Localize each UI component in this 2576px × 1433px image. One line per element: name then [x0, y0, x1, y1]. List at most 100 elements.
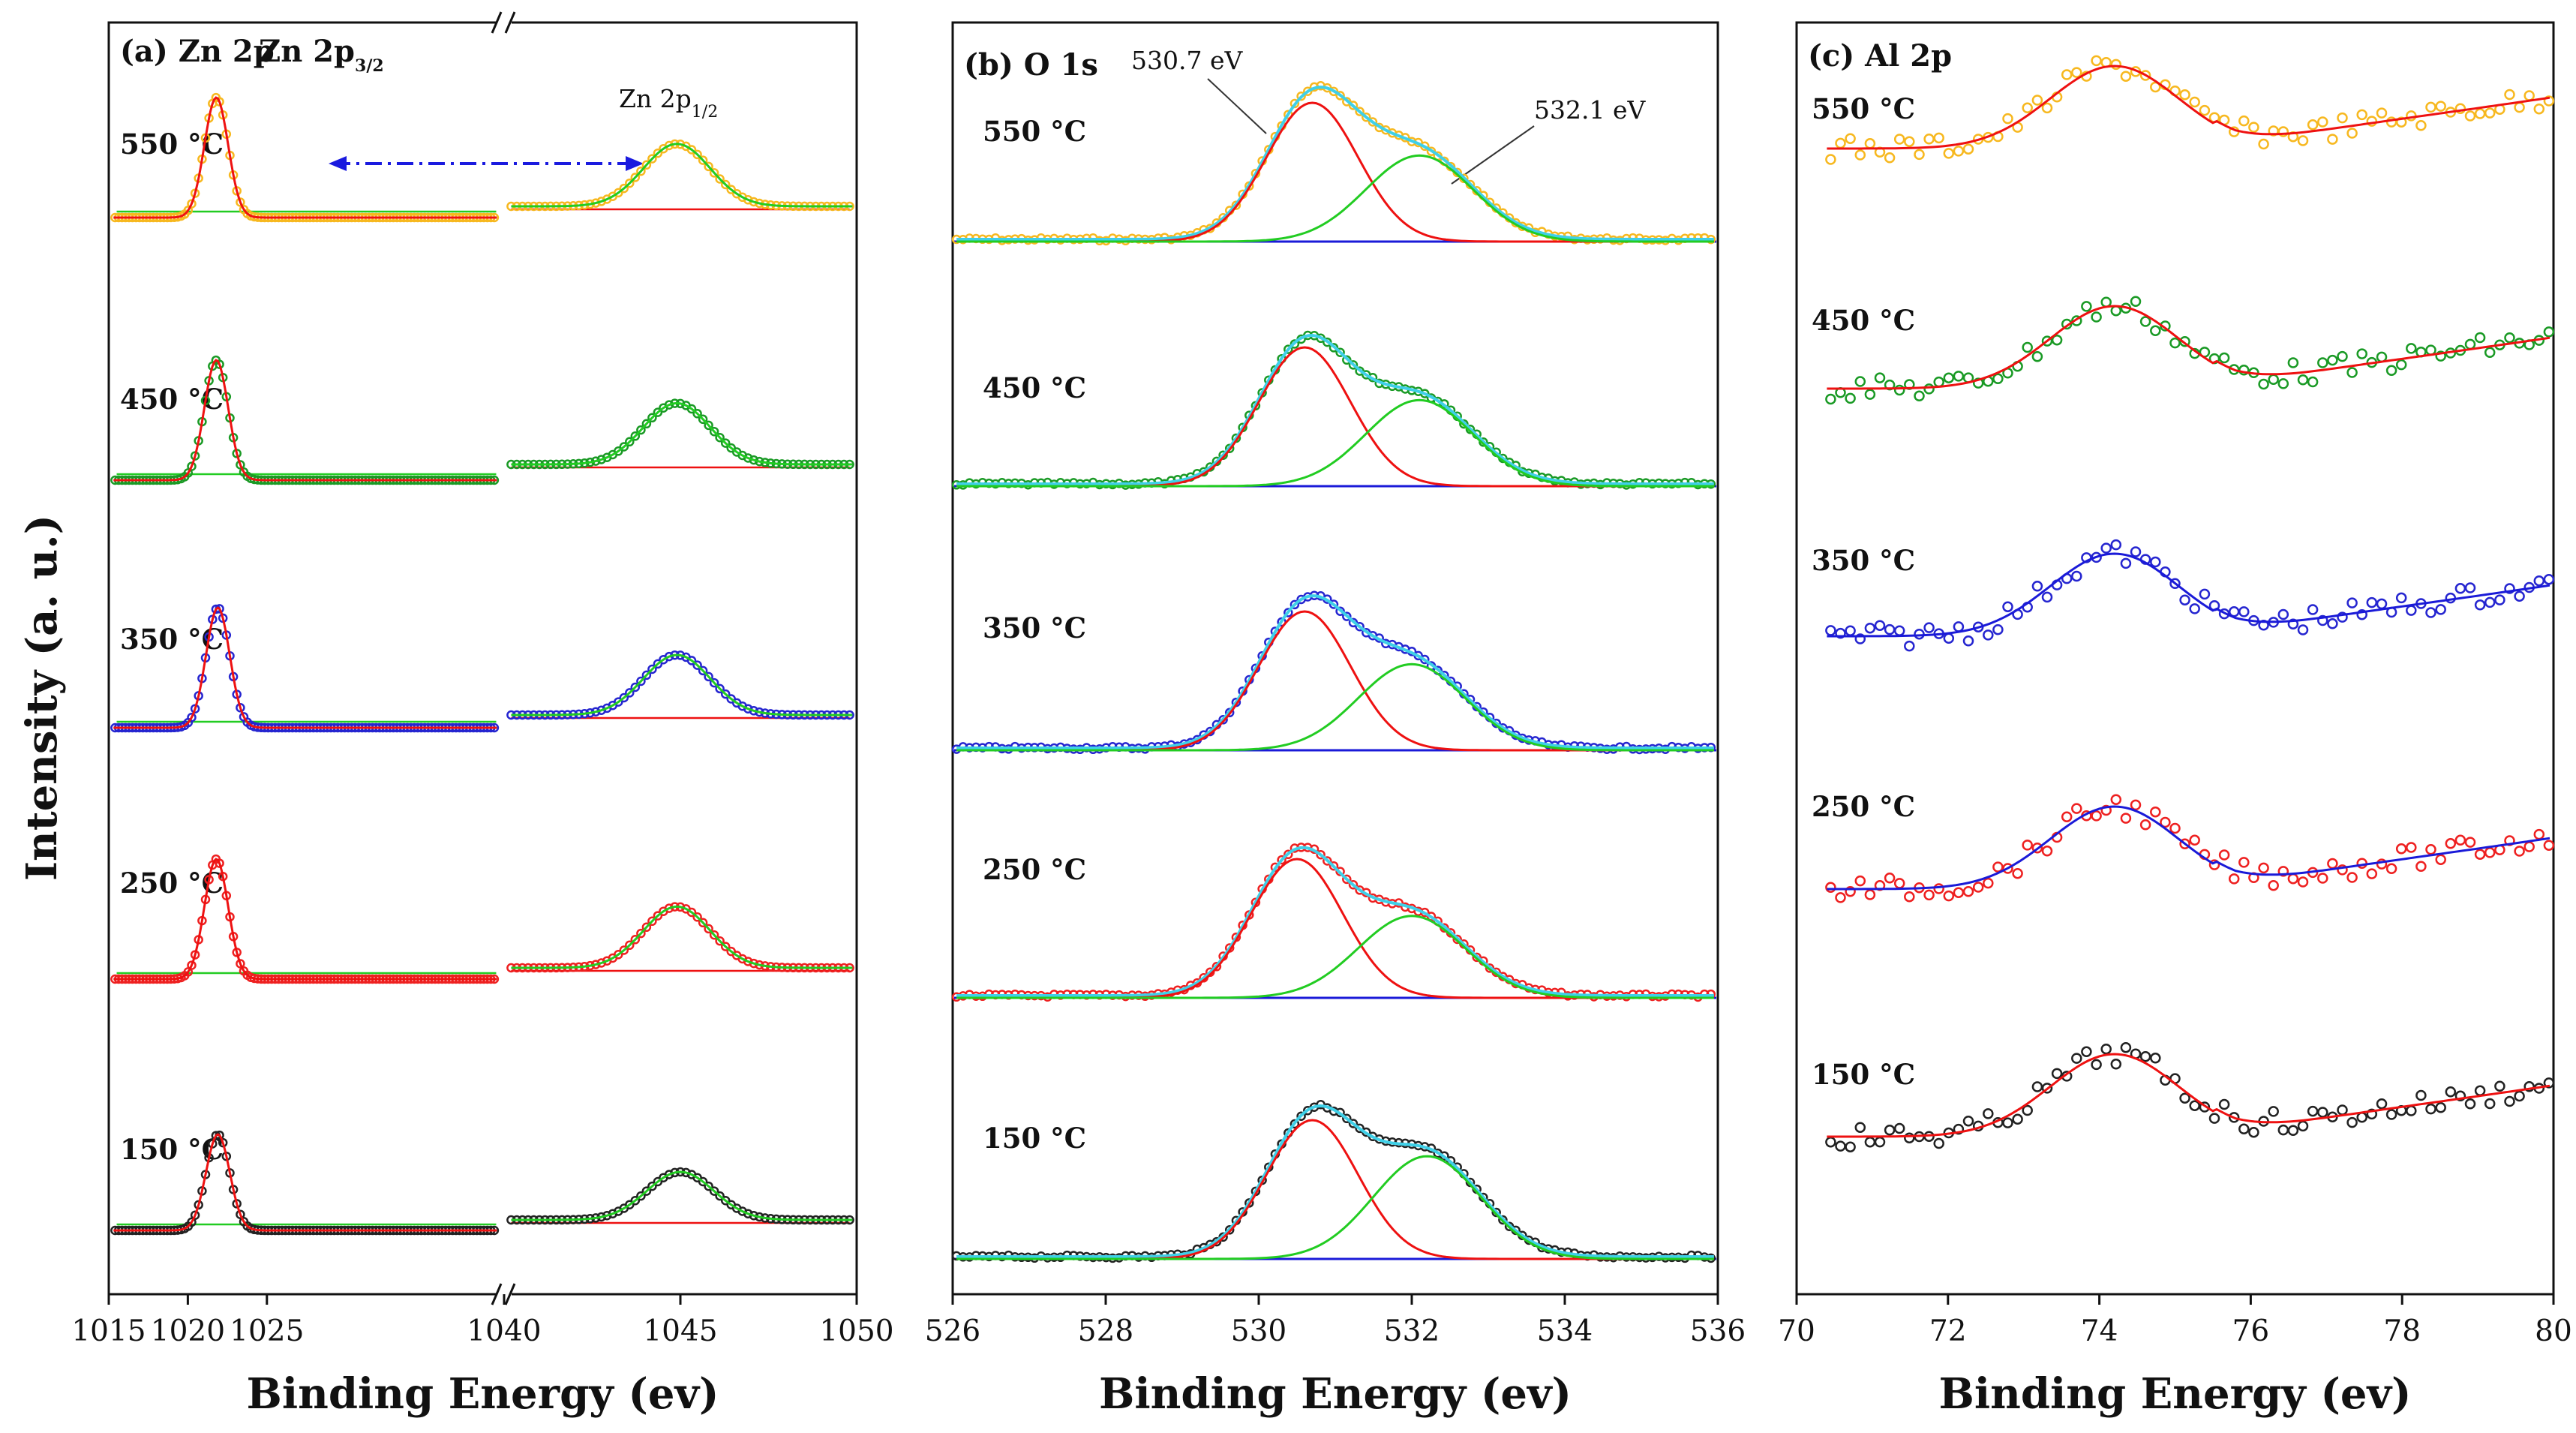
data-point-b — [1329, 599, 1339, 609]
data-point-a — [704, 161, 713, 172]
data-point-c — [2218, 849, 2230, 861]
data-point-c — [2464, 110, 2476, 122]
data-point-c — [1874, 1136, 1886, 1148]
data-point-c — [2435, 604, 2446, 615]
data-point-c — [2385, 863, 2397, 875]
data-point-c — [2327, 354, 2338, 366]
data-point-c — [2139, 1050, 2151, 1062]
data-point-c — [2415, 861, 2427, 873]
data-point-c — [2287, 873, 2299, 885]
data-point-c — [1923, 383, 1935, 395]
data-point-a — [743, 1209, 753, 1218]
data-point-c — [2022, 102, 2033, 114]
data-point-a — [625, 178, 635, 188]
data-point-c — [2041, 102, 2053, 114]
data-point-c — [2504, 1095, 2515, 1107]
data-point-c — [2208, 1113, 2220, 1124]
data-point-c — [1835, 137, 1846, 149]
data-point-c — [1854, 149, 1866, 161]
data-point-c — [2100, 804, 2112, 816]
data-point-c — [1893, 134, 1905, 145]
data-point-c — [1825, 625, 1836, 636]
data-point-c — [2543, 326, 2555, 338]
fit-curve-a-left-2 — [113, 606, 497, 729]
data-point-c — [2287, 357, 2299, 368]
data-point-c — [2120, 1041, 2132, 1053]
data-point-c — [1953, 146, 1965, 157]
x-tick-label-a-1015: 1015 — [71, 1314, 146, 1348]
data-point-c — [1864, 622, 1876, 634]
data-point-a — [614, 188, 623, 198]
data-point-a — [715, 174, 725, 184]
data-point-a — [614, 446, 623, 456]
data-point-a — [236, 197, 245, 207]
data-point-c — [1943, 148, 1955, 159]
data-point-c — [2179, 335, 2190, 347]
data-point-c — [2435, 350, 2446, 362]
data-point-c — [2258, 862, 2269, 874]
data-point-c — [2189, 1100, 2200, 1111]
x-axis-label-c: Binding Energy (ev) — [1939, 1369, 2412, 1419]
data-point-c — [2435, 101, 2446, 112]
data-point-a — [187, 960, 197, 970]
data-point-c — [2454, 583, 2466, 594]
temp-label-b-4: 150 °C — [983, 1122, 1086, 1155]
data-point-b — [1329, 343, 1339, 353]
data-point-c — [2366, 596, 2378, 608]
data-point-c — [2435, 854, 2446, 865]
data-point-c — [1953, 371, 1965, 382]
data-point-b — [1348, 360, 1359, 370]
data-point-a — [698, 1176, 708, 1187]
data-point-c — [2464, 1098, 2476, 1110]
data-point-a — [636, 676, 646, 686]
data-point-b — [1224, 1225, 1235, 1235]
data-point-a — [630, 431, 641, 441]
data-point-c — [1874, 372, 1886, 383]
data-point-c — [2327, 618, 2338, 629]
data-point-b — [1355, 1123, 1365, 1134]
data-point-c — [2464, 582, 2476, 593]
data-point-a — [653, 148, 663, 158]
temp-label-b-3: 250 °C — [983, 853, 1086, 886]
data-point-c — [2091, 1059, 2102, 1071]
data-point-c — [2189, 96, 2200, 108]
data-point-c — [2337, 112, 2348, 124]
data-point-c — [2514, 1090, 2525, 1102]
data-point-a — [187, 712, 197, 723]
data-point-c — [2356, 348, 2367, 359]
data-point-c — [1923, 889, 1935, 901]
data-point-c — [1953, 887, 1965, 898]
data-point-c — [2110, 59, 2122, 71]
envelope-fit-b-0 — [956, 86, 1714, 241]
data-point-c — [2238, 1123, 2250, 1135]
data-point-a — [715, 1191, 725, 1201]
data-point-c — [2523, 90, 2535, 101]
data-point-b — [1335, 867, 1345, 876]
envelope-fit-b-3 — [956, 846, 1714, 997]
data-point-c — [2002, 113, 2013, 125]
temp-label-b-1: 450 °C — [983, 371, 1086, 404]
data-point-c — [1972, 377, 1984, 389]
temp-label-c-4: 150 °C — [1812, 1058, 1915, 1091]
data-point-c — [2041, 846, 2053, 857]
data-point-c — [2199, 1101, 2211, 1113]
data-point-c — [2356, 1112, 2367, 1123]
fit-curve-a-right-0 — [511, 143, 853, 208]
data-point-a — [636, 166, 646, 176]
data-point-a — [704, 1181, 713, 1191]
data-point-b — [1329, 86, 1339, 97]
data-point-c — [2238, 606, 2250, 617]
data-point-b — [1283, 344, 1293, 354]
data-point-a — [698, 918, 708, 928]
data-point-c — [2474, 332, 2486, 344]
x-tick-label-a-1025: 1025 — [230, 1314, 304, 1348]
data-point-c — [1893, 384, 1905, 396]
data-point-c — [1845, 1141, 1856, 1152]
data-point-c — [2376, 1098, 2388, 1110]
data-point-a — [704, 924, 713, 934]
data-point-c — [2385, 365, 2397, 377]
data-point-a — [743, 704, 753, 713]
data-point-c — [1884, 873, 1896, 884]
data-point-a — [647, 413, 657, 423]
data-point-a — [686, 404, 697, 414]
